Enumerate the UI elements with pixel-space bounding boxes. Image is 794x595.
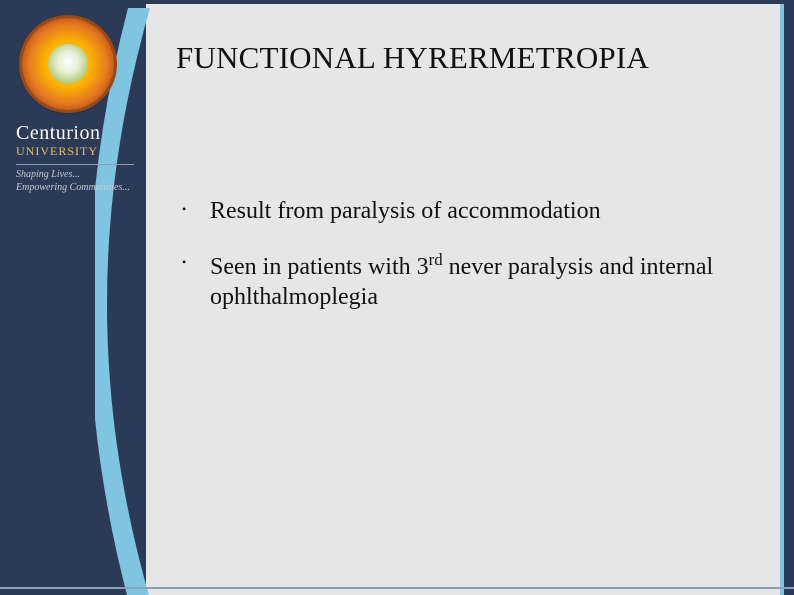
brand-sub: UNIVERSITY — [16, 144, 134, 159]
content-area: FUNCTIONAL HYRERMETROPIA Result from par… — [176, 40, 770, 575]
list-item: Seen in patients with 3rd never paralysi… — [176, 249, 770, 313]
slide: Centurion UNIVERSITY Shaping Lives... Em… — [0, 0, 794, 595]
bullet-list: Result from paralysis of accommodation S… — [176, 196, 770, 313]
brand-tagline-1: Shaping Lives... — [16, 169, 134, 182]
brand-divider — [16, 164, 134, 165]
bottom-divider — [0, 587, 794, 589]
bullet-text-prefix: Seen in patients with 3 — [210, 254, 429, 280]
bullet-text: Result from paralysis of accommodation — [210, 198, 601, 224]
slide-title: FUNCTIONAL HYRERMETROPIA — [176, 40, 770, 76]
list-item: Result from paralysis of accommodation — [176, 196, 770, 227]
bullet-sup: rd — [429, 250, 443, 269]
brand-block: Centurion UNIVERSITY Shaping Lives... Em… — [16, 122, 134, 194]
brand-name: Centurion — [16, 122, 134, 145]
brand-tagline-2: Empowering Communities... — [16, 182, 134, 195]
right-edge-bar — [784, 4, 794, 595]
university-seal-icon — [22, 18, 114, 110]
